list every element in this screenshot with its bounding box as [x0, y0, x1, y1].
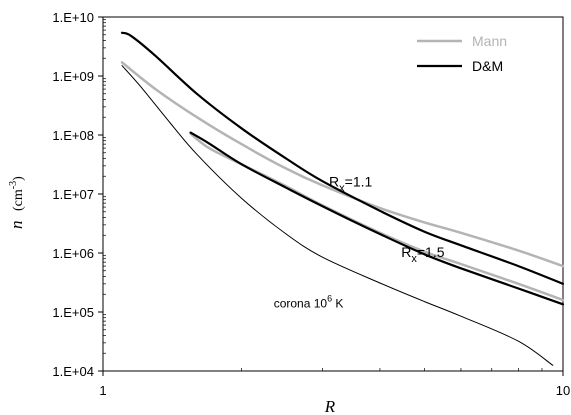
y-axis-title-symbol: n — [7, 221, 26, 230]
annotation-rest: =1.5 — [417, 244, 445, 260]
annotation-label: Rx=1.1 — [329, 173, 372, 194]
y-ticks: 1.E+04 1.E+05 1.E+06 1.E+07 1.E+08 1.E+09 1.E+… — [52, 10, 106, 379]
y-axis-title: n (cm-3) — [7, 176, 26, 229]
annotation-sub: x — [411, 253, 417, 265]
y-axis-unit-open: (cm — [11, 189, 26, 211]
annotation-sup: 6 — [327, 293, 332, 303]
series-group — [120, 31, 565, 366]
y-tick-label: 1.E+08 — [52, 128, 94, 143]
annotation-text: corona 10 — [274, 296, 328, 310]
annotation-rest: =1.1 — [345, 173, 373, 189]
x-tick-label: 10 — [556, 383, 570, 398]
annotation-sub: x — [339, 182, 345, 194]
y-tick-label: 1.E+10 — [52, 10, 94, 25]
x-tick-label: 1 — [99, 383, 106, 398]
y-tick-label: 1.E+05 — [52, 305, 94, 320]
y-tick-label: 1.E+09 — [52, 69, 94, 84]
series-line-corona-10-6-k — [121, 65, 554, 366]
x-ticks: 1 10 — [99, 368, 570, 398]
annotation-label: Rx=1.5 — [401, 244, 444, 265]
legend-label-dm: D&M — [472, 58, 503, 74]
annotation-label: corona 106 K — [274, 293, 344, 310]
y-tick-label: 1.E+06 — [52, 246, 94, 261]
annotation-rest: K — [332, 296, 343, 310]
series-line-mann-rx-1-1 — [120, 61, 565, 268]
annotation-text: R — [329, 173, 339, 189]
y-tick-label: 1.E+04 — [52, 364, 94, 379]
series-line-d-m-rx-1-1 — [120, 31, 565, 285]
y-tick-label: 1.E+07 — [52, 187, 94, 202]
y-axis-unit-close: ) — [11, 176, 26, 181]
legend: Mann D&M — [417, 33, 507, 74]
y-axis-unit-exp: -3 — [8, 181, 19, 189]
annotation-text: R — [401, 244, 411, 260]
series-line-d-m-rx-1-5 — [189, 131, 565, 306]
legend-label-mann: Mann — [472, 33, 507, 49]
y-axis-title-unit: (cm-3) — [8, 176, 26, 211]
x-axis-title: R — [324, 397, 336, 415]
